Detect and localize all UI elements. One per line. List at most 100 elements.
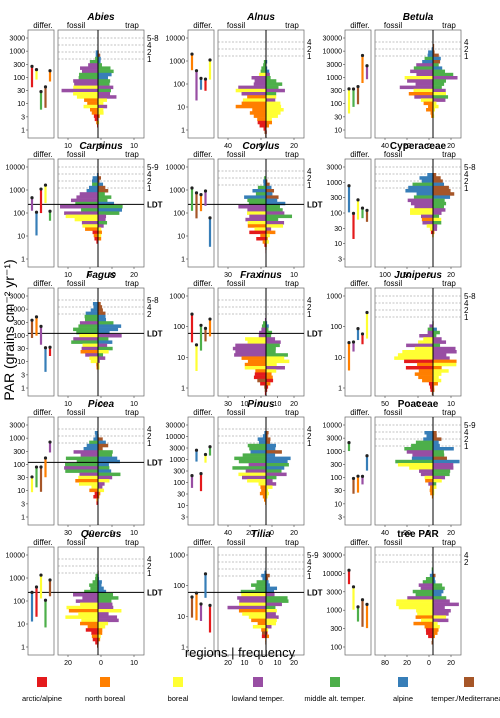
difference-point bbox=[351, 585, 356, 589]
fossil-bar bbox=[259, 72, 266, 77]
fossil-bar bbox=[415, 82, 433, 86]
fossil-bar bbox=[428, 104, 433, 109]
difference-point bbox=[356, 198, 360, 202]
fossil-bar bbox=[248, 201, 266, 206]
legend-swatch bbox=[37, 677, 47, 687]
zone-label: 1 bbox=[464, 442, 469, 451]
fossil-bar bbox=[257, 185, 266, 190]
x-tick-label: 20 bbox=[403, 143, 411, 150]
zone-label: 1 bbox=[464, 313, 469, 322]
fossil-bar bbox=[416, 609, 433, 613]
trap-bar bbox=[98, 343, 108, 348]
trap-bar bbox=[433, 185, 449, 190]
difference-point bbox=[34, 68, 39, 72]
trap-bar bbox=[98, 85, 114, 90]
y-tick-label: 1000 bbox=[9, 576, 25, 583]
trap-bar bbox=[98, 495, 100, 499]
trap-bar bbox=[433, 447, 454, 451]
fossil-bar bbox=[262, 577, 266, 581]
fossil-bar bbox=[227, 605, 266, 610]
fossil-bar bbox=[253, 82, 266, 86]
fossil-bar bbox=[431, 637, 433, 642]
trap-bar bbox=[266, 240, 269, 244]
fossil-bar bbox=[65, 463, 98, 467]
zone-label: 2 bbox=[464, 306, 469, 315]
differ-frame bbox=[344, 546, 372, 656]
trap-bar bbox=[433, 372, 442, 376]
x-tick-label: 20 bbox=[246, 530, 254, 537]
fossil-bar bbox=[408, 92, 433, 96]
x-tick-label: 0 bbox=[88, 272, 92, 279]
y-tick-label: 3 bbox=[338, 257, 342, 264]
trap-bar bbox=[266, 108, 284, 112]
difference-point bbox=[30, 64, 34, 68]
trap-bar bbox=[98, 237, 102, 241]
fossil-bar bbox=[79, 192, 98, 196]
trap-bar bbox=[266, 612, 276, 616]
fossil-bar bbox=[244, 366, 266, 370]
y-tick-label: 1 bbox=[181, 257, 185, 264]
trap-bar bbox=[433, 472, 450, 477]
trap-bar bbox=[98, 337, 109, 341]
trap-bar bbox=[433, 456, 447, 461]
fossil-bar bbox=[426, 434, 433, 438]
fossil-bar bbox=[261, 66, 266, 70]
trap-bar bbox=[266, 343, 280, 348]
fossil-bar bbox=[256, 237, 266, 241]
fossil-bar bbox=[409, 466, 433, 470]
zone-label: 2 bbox=[147, 48, 152, 57]
trap-bar bbox=[433, 353, 447, 357]
fossil-bar bbox=[79, 334, 98, 338]
trap-bar bbox=[433, 602, 459, 607]
trap-bar bbox=[433, 621, 438, 626]
fossil-bar bbox=[64, 466, 98, 470]
trap-bar bbox=[433, 463, 454, 467]
zone-label: 4 bbox=[147, 170, 152, 179]
ldt-label: LDT bbox=[307, 329, 323, 338]
fossil-bar bbox=[239, 599, 266, 603]
trap-bar bbox=[433, 628, 439, 632]
fossil-bar bbox=[264, 243, 266, 247]
trap-bar bbox=[98, 221, 108, 225]
difference-point bbox=[365, 310, 369, 315]
difference-point bbox=[43, 85, 48, 89]
fossil-bar bbox=[428, 50, 433, 54]
trap-bar bbox=[98, 182, 104, 187]
difference-point bbox=[351, 476, 356, 481]
legend-label: alpine bbox=[393, 694, 413, 703]
header-differ: differ. bbox=[193, 408, 212, 417]
fossil-bar bbox=[73, 85, 98, 90]
fossil-bar bbox=[262, 434, 266, 438]
fossil-bar bbox=[257, 378, 266, 383]
fossil-bar bbox=[255, 369, 266, 373]
fossil-bar bbox=[96, 501, 98, 505]
trap-bar bbox=[98, 92, 111, 96]
x-tick-label: 20 bbox=[130, 272, 138, 279]
trap-bar bbox=[98, 95, 117, 99]
trap-bar bbox=[266, 609, 277, 613]
y-tick-label: 100 bbox=[330, 211, 342, 218]
fossil-bar bbox=[95, 577, 98, 581]
trap-bar bbox=[98, 615, 118, 619]
trap-bar bbox=[433, 609, 451, 613]
fossil-bar bbox=[90, 308, 98, 312]
y-tick-label: 3000 bbox=[9, 36, 25, 43]
fossil-bar bbox=[259, 491, 266, 496]
trap-bar bbox=[266, 453, 276, 457]
trap-bar bbox=[266, 431, 269, 435]
fossil-bar bbox=[261, 324, 266, 328]
x-tick-label: 30 bbox=[224, 401, 232, 408]
fossil-bar bbox=[248, 463, 266, 467]
trap-bar bbox=[98, 179, 100, 183]
fossil-bar bbox=[64, 211, 98, 215]
trap-bar bbox=[98, 211, 120, 215]
x-tick-label: 10 bbox=[64, 401, 72, 408]
zone-label: 1 bbox=[464, 52, 469, 61]
trap-bar bbox=[266, 230, 276, 235]
difference-point bbox=[203, 77, 208, 81]
y-tick-label: 10000 bbox=[166, 165, 186, 172]
fossil-bar bbox=[415, 440, 433, 445]
